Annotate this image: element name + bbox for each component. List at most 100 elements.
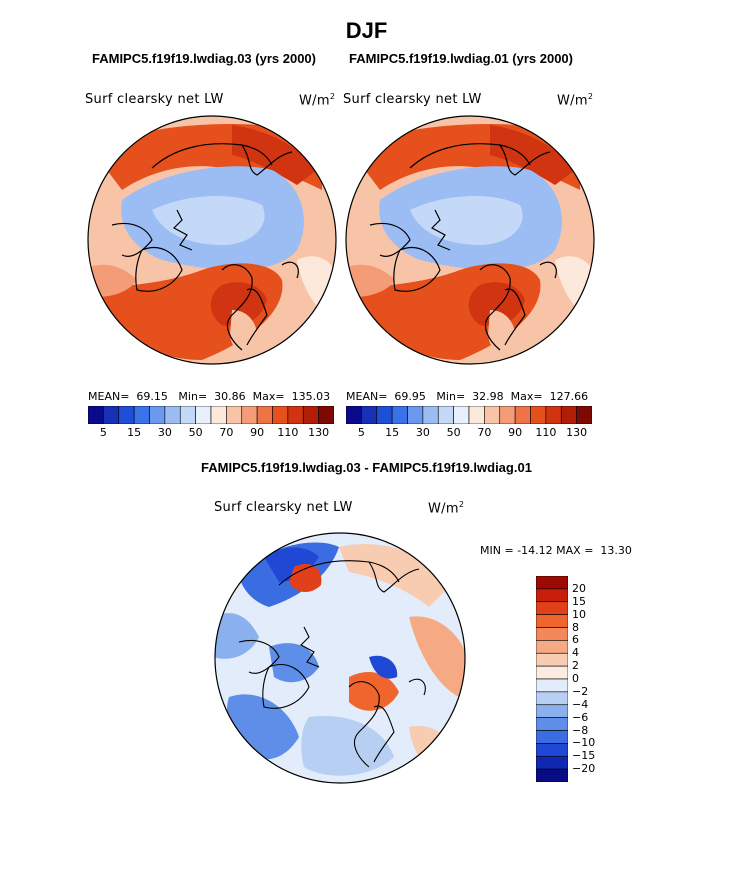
colorbar-box <box>103 406 120 424</box>
colorbar-box <box>536 576 568 590</box>
colorbar-box <box>346 406 362 424</box>
colorbar-box <box>195 406 212 424</box>
colorbar-box <box>536 730 568 744</box>
colorbar-box <box>361 406 378 424</box>
colorbar-box <box>536 768 568 782</box>
colorbar-tick-label: 110 <box>535 426 557 439</box>
left-mean-value: 69.15 <box>136 390 168 403</box>
colorbar-tick-label: 70 <box>219 426 234 439</box>
colorbar-tick-label: −4 <box>572 697 589 711</box>
colorbar-box <box>499 406 516 424</box>
colorbar-box <box>287 406 304 424</box>
right-units-label: W/m2 <box>557 92 594 109</box>
colorbar-tick-label: 5 <box>357 426 365 439</box>
right-colorbar <box>346 406 592 424</box>
colorbar-box <box>256 406 273 424</box>
colorbar-box <box>536 691 568 706</box>
right-mean-value: 69.95 <box>394 390 426 403</box>
colorbar-box <box>536 627 568 641</box>
diff-colorbar-ticks: 20 15 10 8 6 4 2 0 −2 −4 −6 −8 −10 −15 −20 <box>572 576 612 782</box>
colorbar-tick-label: 90 <box>508 426 523 439</box>
colorbar-tick-label: 6 <box>572 633 579 647</box>
colorbar-tick-label: 30 <box>157 426 172 439</box>
colorbar-box <box>407 406 424 424</box>
colorbar-box <box>210 406 227 424</box>
colorbar-tick-label: 10 <box>572 607 586 621</box>
colorbar-box <box>164 406 181 424</box>
diff-min-max: MIN = -14.12 MAX = 13.30 <box>480 544 632 557</box>
colorbar-tick-label: 15 <box>572 594 586 608</box>
left-variable-label: Surf clearsky net LW <box>85 92 224 107</box>
colorbar-box <box>376 406 393 424</box>
colorbar-box <box>536 743 568 757</box>
diff-variable-label: Surf clearsky net LW <box>214 500 353 515</box>
diff-colorbar <box>536 576 568 782</box>
colorbar-tick-label: −8 <box>572 723 589 737</box>
colorbar-box <box>302 406 319 424</box>
colorbar-tick-label: 0 <box>572 672 579 685</box>
colorbar-tick-label: 20 <box>572 581 586 595</box>
colorbar-box <box>272 406 289 424</box>
right-polar-map <box>345 115 595 365</box>
colorbar-tick-label: −6 <box>572 710 589 724</box>
colorbar-box <box>530 406 547 424</box>
colorbar-tick-label: −20 <box>572 762 596 776</box>
colorbar-tick-label: −15 <box>572 749 596 763</box>
left-case-title: FAMIPC5.f19f19.lwdiag.03 (yrs 2000) <box>92 51 316 66</box>
diff-title: FAMIPC5.f19f19.lwdiag.03 - FAMIPC5.f19f1… <box>201 460 532 475</box>
colorbar-tick-label: 110 <box>277 426 299 439</box>
colorbar-box <box>391 406 408 424</box>
left-units-label: W/m2 <box>299 92 336 109</box>
colorbar-tick-label: 130 <box>308 426 330 439</box>
colorbar-box <box>88 406 104 424</box>
colorbar-tick-label: −2 <box>572 684 589 698</box>
colorbar-box <box>536 755 568 770</box>
colorbar-tick-label: 70 <box>477 426 492 439</box>
colorbar-box <box>468 406 485 424</box>
colorbar-box <box>536 588 568 603</box>
colorbar-box <box>453 406 470 424</box>
colorbar-tick-label: −10 <box>572 736 596 750</box>
page-title: DJF <box>345 18 388 43</box>
left-colorbar-ticks: 5 15 30 50 70 90 110 130 <box>88 426 334 440</box>
left-colorbar <box>88 406 334 424</box>
colorbar-box <box>545 406 562 424</box>
left-stats: MEAN= 69.15 Min= 30.86 Max= 135.03 <box>88 390 331 403</box>
colorbar-box <box>536 601 568 615</box>
right-variable-label: Surf clearsky net LW <box>343 92 482 107</box>
colorbar-tick-label: 8 <box>572 620 579 634</box>
colorbar-box <box>536 665 568 680</box>
colorbar-tick-label: 4 <box>572 646 579 660</box>
colorbar-box <box>576 406 592 424</box>
left-max-value: 135.03 <box>291 390 331 403</box>
left-min-value: 30.86 <box>214 390 246 403</box>
right-colorbar-ticks: 5 15 30 50 70 90 110 130 <box>346 426 592 440</box>
right-max-value: 127.66 <box>549 390 589 403</box>
diff-units-label: W/m2 <box>428 500 465 517</box>
colorbar-box <box>422 406 439 424</box>
colorbar-box <box>560 406 577 424</box>
colorbar-box <box>536 614 568 628</box>
colorbar-box <box>536 678 568 693</box>
colorbar-box <box>484 406 501 424</box>
right-stats: MEAN= 69.95 Min= 32.98 Max= 127.66 <box>346 390 589 403</box>
colorbar-tick-label: 2 <box>572 659 579 673</box>
colorbar-box <box>226 406 243 424</box>
colorbar-box <box>133 406 150 424</box>
colorbar-box <box>536 704 568 718</box>
colorbar-tick-label: 15 <box>127 426 142 439</box>
left-polar-map <box>87 115 337 365</box>
colorbar-box <box>149 406 166 424</box>
colorbar-box <box>118 406 135 424</box>
colorbar-box <box>241 406 258 424</box>
colorbar-box <box>318 406 334 424</box>
colorbar-tick-label: 50 <box>188 426 203 439</box>
colorbar-box <box>536 717 568 731</box>
colorbar-tick-label: 130 <box>566 426 588 439</box>
colorbar-box <box>514 406 531 424</box>
right-min-value: 32.98 <box>472 390 504 403</box>
right-case-title: FAMIPC5.f19f19.lwdiag.01 (yrs 2000) <box>349 51 573 66</box>
diff-min-value: -14.12 <box>517 544 553 557</box>
colorbar-box <box>179 406 196 424</box>
colorbar-tick-label: 50 <box>446 426 461 439</box>
